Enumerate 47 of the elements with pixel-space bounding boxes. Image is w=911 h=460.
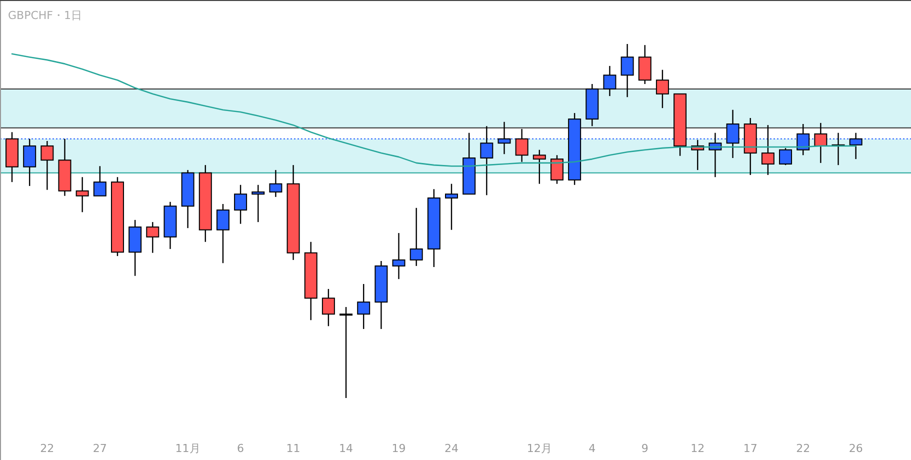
candlestick (498, 121, 511, 155)
candlestick (76, 176, 89, 213)
candlestick (638, 44, 652, 85)
candlestick (708, 132, 722, 178)
x-tick-label: 11 (286, 442, 300, 455)
candlestick (40, 140, 54, 190)
candlestick (761, 124, 774, 176)
candlestick (779, 147, 792, 166)
candlestick (726, 109, 740, 159)
candlestick (445, 183, 458, 230)
candlestick (603, 65, 616, 97)
x-tick-label: 26 (848, 442, 863, 455)
x-tick-label: 27 (92, 442, 107, 455)
candlestick (814, 122, 828, 164)
candlestick (532, 149, 546, 184)
candlestick (515, 128, 528, 162)
candlestick (849, 132, 862, 160)
x-tick-label: 17 (743, 442, 758, 455)
candlestick (656, 69, 669, 109)
x-tick-label: 11月 (175, 442, 200, 455)
candlestick (357, 283, 370, 330)
candlestick (620, 43, 634, 98)
candlestick (550, 154, 564, 184)
x-tick-label: 24 (444, 442, 458, 455)
candlestick (480, 126, 494, 196)
candlestick (252, 184, 265, 223)
candlestick (796, 123, 810, 156)
x-tick-label: 22 (796, 442, 810, 455)
x-tick-label: 4 (588, 442, 596, 455)
candlestick (216, 203, 230, 264)
candlestick (410, 207, 423, 267)
candlestick (340, 306, 353, 399)
candlestick (23, 138, 36, 187)
x-tick-label: 12月 (526, 442, 552, 455)
x-tick-label: 6 (237, 442, 244, 455)
candlestick (234, 184, 248, 224)
candlestick (93, 166, 106, 196)
candlestick (146, 221, 160, 254)
chart-title: GBPCHF・1日 (8, 9, 82, 22)
x-tick-label: 9 (641, 442, 648, 455)
x-tick-label: 22 (40, 442, 54, 455)
x-tick-label: 14 (339, 442, 354, 455)
candlestick (322, 288, 335, 327)
x-tick-label: 19 (392, 442, 406, 455)
candlestick (269, 169, 282, 198)
candlestick (392, 232, 406, 280)
x-tick-label: 12 (690, 442, 705, 455)
